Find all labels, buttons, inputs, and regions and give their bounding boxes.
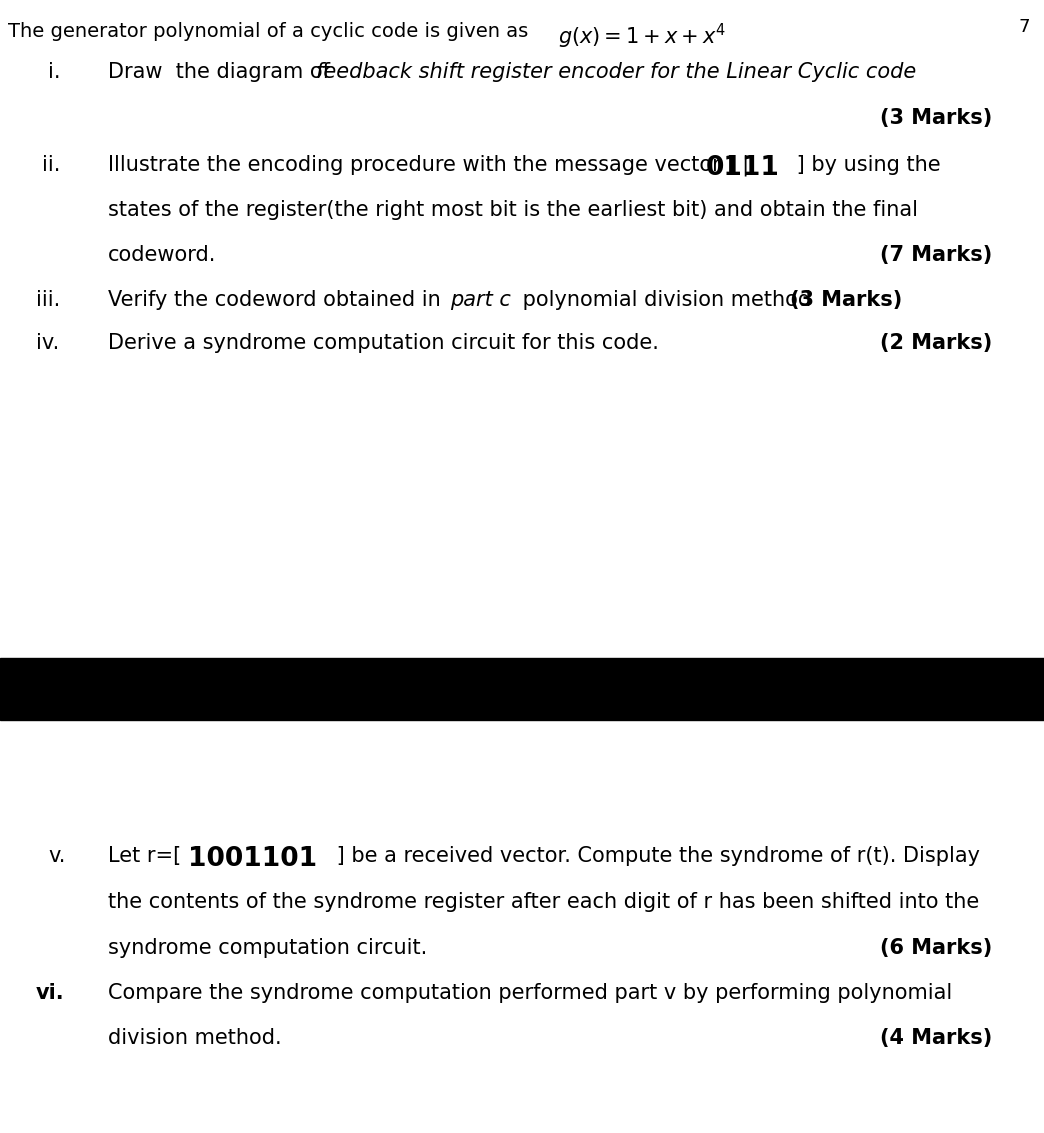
Text: Compare the syndrome computation performed part v by performing polynomial: Compare the syndrome computation perform…	[108, 983, 952, 1003]
Text: Let r=[: Let r=[	[108, 846, 182, 866]
Text: ii.: ii.	[42, 155, 61, 174]
Text: (3 Marks): (3 Marks)	[790, 290, 902, 310]
Text: 7: 7	[1019, 18, 1030, 36]
Text: iv.: iv.	[35, 333, 60, 353]
Text: syndrome computation circuit.: syndrome computation circuit.	[108, 938, 427, 959]
Text: (6 Marks): (6 Marks)	[880, 938, 992, 959]
Text: vi.: vi.	[35, 983, 65, 1003]
Text: ] be a received vector. Compute the syndrome of r(t). Display: ] be a received vector. Compute the synd…	[330, 846, 980, 866]
Bar	[0, 658, 1044, 719]
Text: part c: part c	[450, 290, 511, 310]
Text: 0111: 0111	[706, 155, 780, 181]
Text: The generator polynomial of a cyclic code is given as: The generator polynomial of a cyclic cod…	[8, 22, 547, 41]
Text: division method.: division method.	[108, 1028, 282, 1048]
Text: Illustrate the encoding procedure with the message vector [ |: Illustrate the encoding procedure with t…	[108, 155, 750, 177]
Text: 1001101: 1001101	[188, 846, 317, 872]
Text: polynomial division method: polynomial division method	[516, 290, 811, 310]
Text: i.: i.	[48, 62, 61, 82]
Text: $g(x) = 1 + x + x^4$: $g(x) = 1 + x + x^4$	[557, 22, 727, 51]
Text: feedback shift register encoder for the Linear Cyclic code: feedback shift register encoder for the …	[316, 62, 917, 82]
Text: Draw  the diagram of: Draw the diagram of	[108, 62, 336, 82]
Text: (3 Marks): (3 Marks)	[880, 108, 992, 128]
Text: Derive a syndrome computation circuit for this code.: Derive a syndrome computation circuit fo…	[108, 333, 659, 353]
Text: the contents of the syndrome register after each digit of r has been shifted int: the contents of the syndrome register af…	[108, 892, 979, 912]
Text: ] by using the: ] by using the	[790, 155, 941, 174]
Text: states of the register(the right most bit is the earliest bit) and obtain the fi: states of the register(the right most bi…	[108, 201, 918, 220]
Text: Verify the codeword obtained in: Verify the codeword obtained in	[108, 290, 448, 310]
Text: (4 Marks): (4 Marks)	[880, 1028, 992, 1048]
Text: (2 Marks): (2 Marks)	[880, 333, 992, 353]
Text: iii.: iii.	[35, 290, 61, 310]
Text: codeword.: codeword.	[108, 245, 216, 265]
Text: (7 Marks): (7 Marks)	[880, 245, 992, 265]
Text: v.: v.	[48, 846, 66, 866]
